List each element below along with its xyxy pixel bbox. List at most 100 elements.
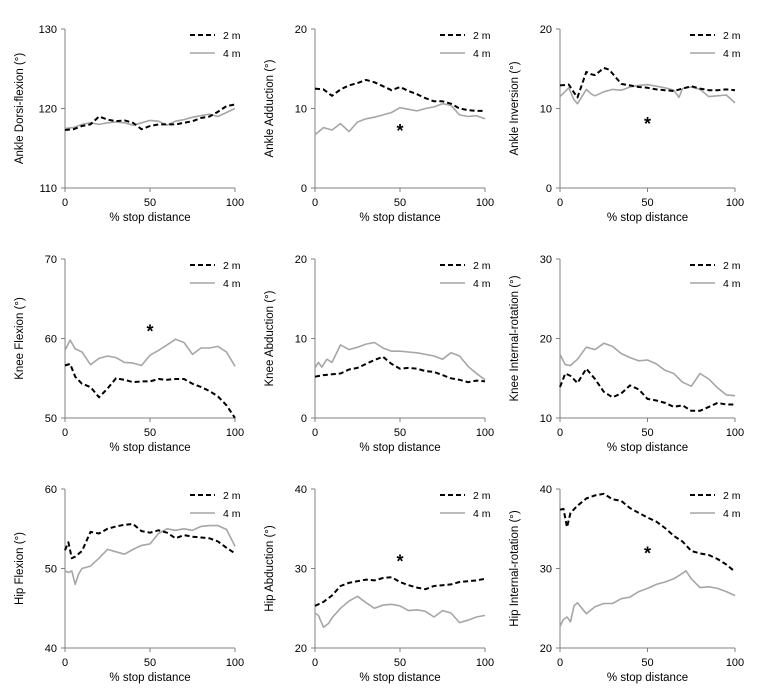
- x-tick-label: 0: [62, 657, 68, 669]
- x-tick-label: 50: [641, 657, 653, 669]
- y-axis-title: Ankle Inversion (°): [509, 61, 521, 155]
- y-tick-label: 0: [301, 183, 307, 195]
- x-tick-label: 100: [226, 197, 244, 209]
- chart-knee-abduction: 0 10 20 0 50 100 % stop distance Knee Abduction…: [264, 254, 494, 454]
- y-tick-label: 130: [39, 24, 57, 36]
- y-axis-title: Hip Internal-rotation (°): [509, 510, 521, 627]
- x-tick-label: 50: [641, 427, 653, 439]
- x-axis-title: % stop distance: [109, 672, 190, 684]
- chart-knee-internal-rotation: 10 20 30 0 50 100 % stop distance Knee Internal…: [509, 254, 744, 454]
- legend-label-4-m: 4 m: [473, 48, 491, 60]
- x-tick-label: 0: [312, 657, 318, 669]
- series-line-2-m: [314, 78, 485, 112]
- x-axis-title: % stop distance: [109, 212, 190, 224]
- series-line-4-m: [64, 338, 236, 367]
- y-tick-label: 10: [295, 104, 307, 116]
- chart-knee-flexion: 50 60 70 0 50 100 % stop distance Knee Flexion …: [14, 254, 244, 454]
- chart-hip-flexion: 40 50 60 0 50 100 % stop distance Hip Flexion (…: [14, 484, 244, 684]
- significance-star: *: [396, 121, 403, 141]
- series-line-4-m: [314, 595, 486, 629]
- x-tick-label: 100: [226, 427, 244, 439]
- chart-hip-internal-rotation: 20 30 40 0 50 100 % stop distance Hip Internal-…: [509, 484, 744, 684]
- series-line-2-m: [314, 576, 486, 607]
- x-tick-label: 50: [144, 427, 156, 439]
- x-axis-title: % stop distance: [109, 442, 190, 454]
- legend-label-2-m: 2 m: [473, 30, 491, 42]
- legend: 2 m 4 m: [190, 30, 241, 60]
- x-tick-label: 50: [394, 427, 406, 439]
- legend-label-4-m: 4 m: [473, 278, 491, 290]
- y-axis-title: Knee Flexion (°): [14, 297, 26, 380]
- y-tick-label: 0: [301, 413, 307, 425]
- series-line-2-m: [64, 523, 236, 560]
- x-tick-label: 0: [557, 427, 563, 439]
- x-axis-title: % stop distance: [607, 442, 688, 454]
- significance-star: *: [644, 544, 651, 564]
- series-line-2-m: [314, 355, 486, 384]
- x-tick-label: 100: [226, 657, 244, 669]
- y-tick-label: 20: [540, 643, 552, 655]
- legend-label-4-m: 4 m: [223, 48, 241, 60]
- y-tick-label: 40: [45, 643, 57, 655]
- x-tick-label: 100: [726, 657, 744, 669]
- chart-ankle-dorsi-flexion: 110 120 130 0 50 100 % stop distance Ankle Dors…: [14, 24, 244, 224]
- x-tick-label: 50: [394, 197, 406, 209]
- series-line-2-m: [559, 67, 736, 99]
- legend: 2 m 4 m: [690, 490, 741, 520]
- legend: 2 m 4 m: [190, 260, 241, 290]
- legend-label-4-m: 4 m: [723, 508, 741, 520]
- y-tick-label: 20: [295, 643, 307, 655]
- legend-label-2-m: 2 m: [723, 260, 741, 272]
- series-line-4-m: [559, 342, 736, 397]
- y-tick-label: 20: [540, 334, 552, 346]
- x-tick-label: 100: [726, 427, 744, 439]
- x-tick-label: 50: [144, 657, 156, 669]
- y-axis-title: Ankle Dorsi-flexion (°): [14, 53, 26, 164]
- y-tick-label: 10: [295, 334, 307, 346]
- x-tick-label: 50: [144, 197, 156, 209]
- y-tick-label: 30: [540, 254, 552, 266]
- significance-star: *: [644, 114, 651, 134]
- y-tick-label: 20: [540, 24, 552, 36]
- y-tick-label: 60: [45, 334, 57, 346]
- x-tick-label: 50: [641, 197, 653, 209]
- y-axis-title: Knee Internal-rotation (°): [509, 275, 521, 401]
- series-line-4-m: [314, 102, 486, 136]
- series-line-4-m: [314, 341, 486, 381]
- legend-label-2-m: 2 m: [223, 30, 241, 42]
- x-axis-title: % stop distance: [359, 212, 440, 224]
- legend-label-2-m: 2 m: [473, 260, 491, 272]
- legend: 2 m 4 m: [440, 260, 491, 290]
- legend-label-2-m: 2 m: [473, 490, 491, 502]
- y-tick-label: 30: [540, 564, 552, 576]
- y-tick-label: 50: [45, 564, 57, 576]
- x-tick-label: 100: [726, 197, 744, 209]
- series-line-4-m: [64, 107, 236, 130]
- legend-label-2-m: 2 m: [723, 490, 741, 502]
- y-tick-label: 120: [39, 104, 57, 116]
- x-tick-label: 100: [476, 197, 494, 209]
- legend-label-2-m: 2 m: [223, 260, 241, 272]
- legend-label-4-m: 4 m: [723, 48, 741, 60]
- y-axis-title: Hip Flexion (°): [14, 532, 26, 605]
- y-tick-label: 10: [540, 413, 552, 425]
- y-tick-label: 70: [45, 254, 57, 266]
- x-tick-label: 0: [62, 427, 68, 439]
- x-tick-label: 0: [312, 427, 318, 439]
- x-axis-title: % stop distance: [607, 212, 688, 224]
- legend-label-4-m: 4 m: [723, 278, 741, 290]
- series-line-4-m: [64, 524, 236, 586]
- y-tick-label: 60: [45, 484, 57, 496]
- x-axis-title: % stop distance: [607, 672, 688, 684]
- y-tick-label: 30: [295, 564, 307, 576]
- legend: 2 m 4 m: [190, 490, 241, 520]
- y-tick-label: 40: [295, 484, 307, 496]
- y-tick-label: 50: [45, 413, 57, 425]
- y-tick-label: 0: [546, 183, 552, 195]
- series-line-4-m: [559, 83, 736, 105]
- legend-label-4-m: 4 m: [223, 278, 241, 290]
- y-tick-label: 10: [540, 104, 552, 116]
- x-tick-label: 50: [394, 657, 406, 669]
- legend-label-4-m: 4 m: [473, 508, 491, 520]
